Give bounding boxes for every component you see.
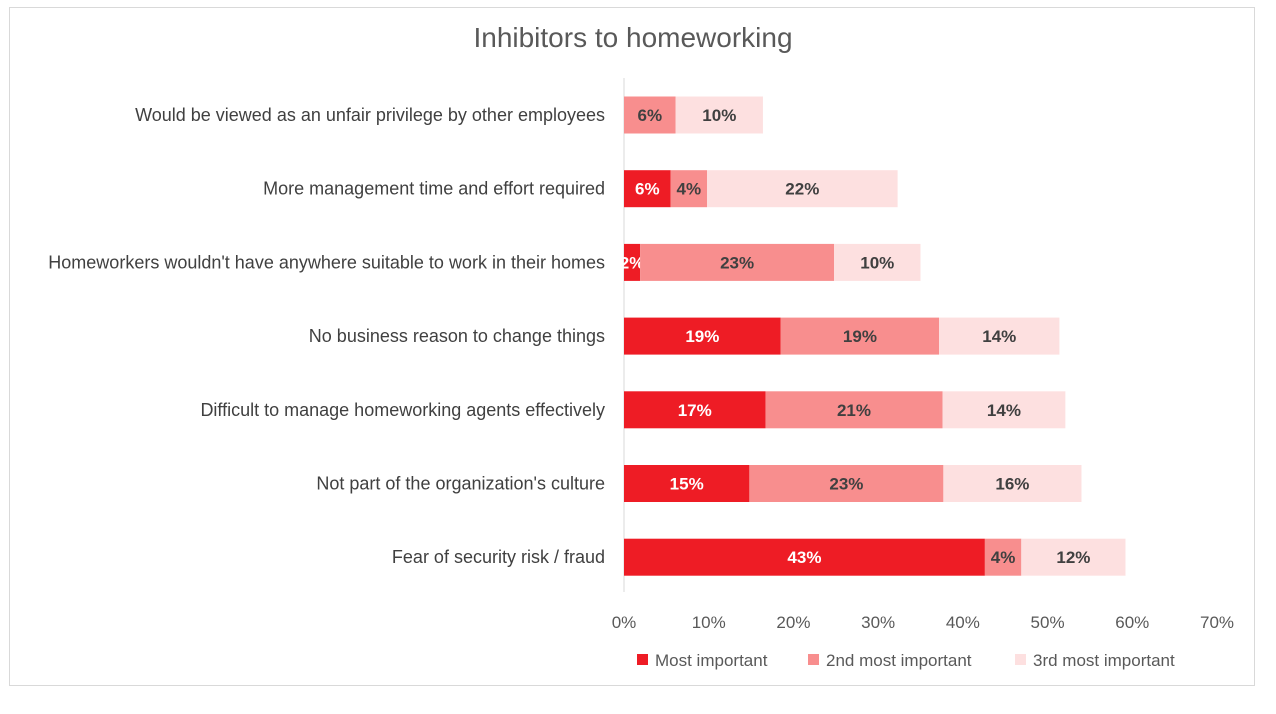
bar-segment (624, 465, 750, 502)
bar-segment (640, 243, 835, 281)
category-label: No business reason to change things (309, 326, 605, 346)
data-label: 19% (843, 327, 877, 346)
legend-swatch (808, 654, 819, 665)
x-tick-label: 40% (946, 613, 980, 632)
data-label: 6% (638, 106, 663, 125)
data-label: 22% (785, 180, 819, 199)
bar-segment (943, 465, 1082, 502)
x-tick-label: 50% (1031, 613, 1065, 632)
bar-segment (749, 465, 944, 502)
bar-segment (624, 170, 671, 208)
legend-swatch (1015, 654, 1026, 665)
category-label: Homeworkers wouldn't have anywhere suita… (48, 252, 605, 272)
bar-segment (624, 243, 641, 281)
data-label: 23% (720, 253, 754, 272)
data-label: 12% (1056, 548, 1090, 567)
x-tick-label: 60% (1115, 613, 1149, 632)
bar-segment (984, 538, 1022, 576)
data-label: 4% (991, 548, 1016, 567)
data-label: 16% (995, 475, 1029, 494)
bar-segment (1021, 538, 1126, 576)
data-label: 17% (678, 401, 712, 420)
x-tick-label: 70% (1200, 613, 1234, 632)
legend-label: 2nd most important (826, 651, 972, 670)
category-label: Not part of the organization's culture (316, 474, 605, 494)
bar-segment (675, 96, 763, 134)
bar-segment (624, 317, 781, 355)
legend-swatch (637, 654, 648, 665)
bar-segment (942, 391, 1066, 429)
data-label: 14% (987, 401, 1021, 420)
x-tick-label: 10% (692, 613, 726, 632)
legend-label: 3rd most important (1033, 651, 1175, 670)
bar-segment (765, 391, 943, 429)
category-label: More management time and effort required (263, 179, 605, 199)
category-label: Difficult to manage homeworking agents e… (200, 400, 605, 420)
bar-segment (624, 391, 766, 429)
bar-segment (670, 170, 708, 208)
x-tick-label: 0% (612, 613, 637, 632)
bar-segment (780, 317, 940, 355)
data-label: 14% (982, 327, 1016, 346)
category-label: Would be viewed as an unfair privilege b… (135, 105, 605, 125)
data-label: 43% (787, 548, 821, 567)
data-label: 2% (620, 253, 645, 272)
bar-segment (834, 243, 921, 281)
legend-label: Most important (655, 651, 768, 670)
x-tick-label: 20% (776, 613, 810, 632)
bar-segment (624, 96, 676, 134)
bar-segment (939, 317, 1060, 355)
data-label: 4% (677, 180, 702, 199)
bar-segment (707, 170, 898, 208)
data-label: 6% (635, 180, 660, 199)
x-tick-label: 30% (861, 613, 895, 632)
data-label: 10% (702, 106, 736, 125)
data-label: 15% (670, 475, 704, 494)
chart-title: Inhibitors to homeworking (473, 22, 793, 53)
data-label: 21% (837, 401, 871, 420)
data-label: 10% (860, 253, 894, 272)
bar-segment (624, 538, 985, 576)
category-label: Fear of security risk / fraud (392, 547, 605, 567)
data-label: 23% (829, 475, 863, 494)
data-label: 19% (685, 327, 719, 346)
